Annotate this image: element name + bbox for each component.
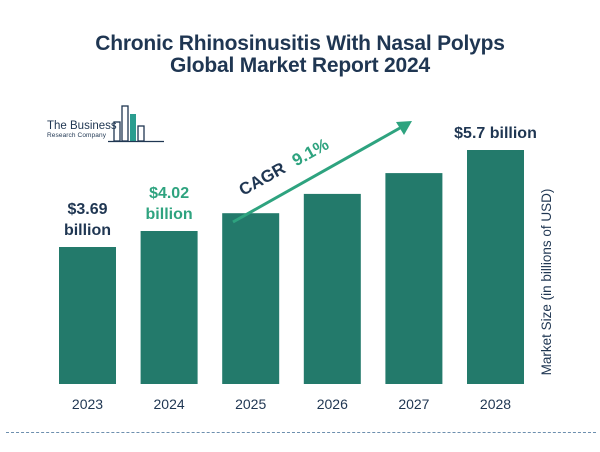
bar-2023 [59, 247, 116, 384]
bar-2026 [303, 193, 361, 384]
data-label-2023-line-1: $3.69 [67, 201, 107, 218]
cagr-arrow-head [396, 121, 412, 135]
chart-title-line-2: Global Market Report 2024 [170, 54, 430, 77]
data-label-2023-line-2: billion [64, 222, 111, 239]
x-tick-label-2026: 2026 [317, 396, 348, 412]
cagr-annotation-label: CAGR 9.1% [236, 135, 332, 200]
cagr-prefix: CAGR [236, 159, 289, 200]
bars-layer [59, 150, 524, 384]
x-tick-label-2025: 2025 [235, 396, 266, 412]
cagr-value: 9.1% [289, 135, 332, 170]
data-labels: $3.69 billion $4.02 billion $5.7 billion [64, 125, 537, 239]
logo-text-line-1: The Business [47, 120, 117, 132]
cagr-arrow-line [232, 126, 401, 224]
x-tick-label-2028: 2028 [480, 396, 511, 412]
data-label-2024-line-2: billion [146, 206, 193, 223]
bar-2028 [467, 150, 524, 384]
x-tick-label-2023: 2023 [72, 396, 103, 412]
y-axis-label: Market Size (in billions of USD) [539, 189, 554, 376]
x-tick-label-2027: 2027 [398, 396, 429, 412]
x-tick-labels: 2023 2024 2025 2026 2027 2028 [72, 396, 511, 412]
bar-chart-logo-icon [108, 105, 164, 143]
data-label-2024-line-1: $4.02 [149, 185, 189, 202]
logo-text-line-2: Research Company [47, 132, 107, 139]
bar-2024 [140, 231, 198, 384]
chart-title-line-1: Chronic Rhinosinusitis With Nasal Polyps [95, 32, 505, 55]
bar-2027 [385, 173, 443, 384]
bottom-divider [6, 432, 596, 433]
x-tick-label-2024: 2024 [154, 396, 185, 412]
bar-2025 [222, 213, 280, 384]
data-label-2028-line-1: $5.7 billion [454, 125, 537, 142]
